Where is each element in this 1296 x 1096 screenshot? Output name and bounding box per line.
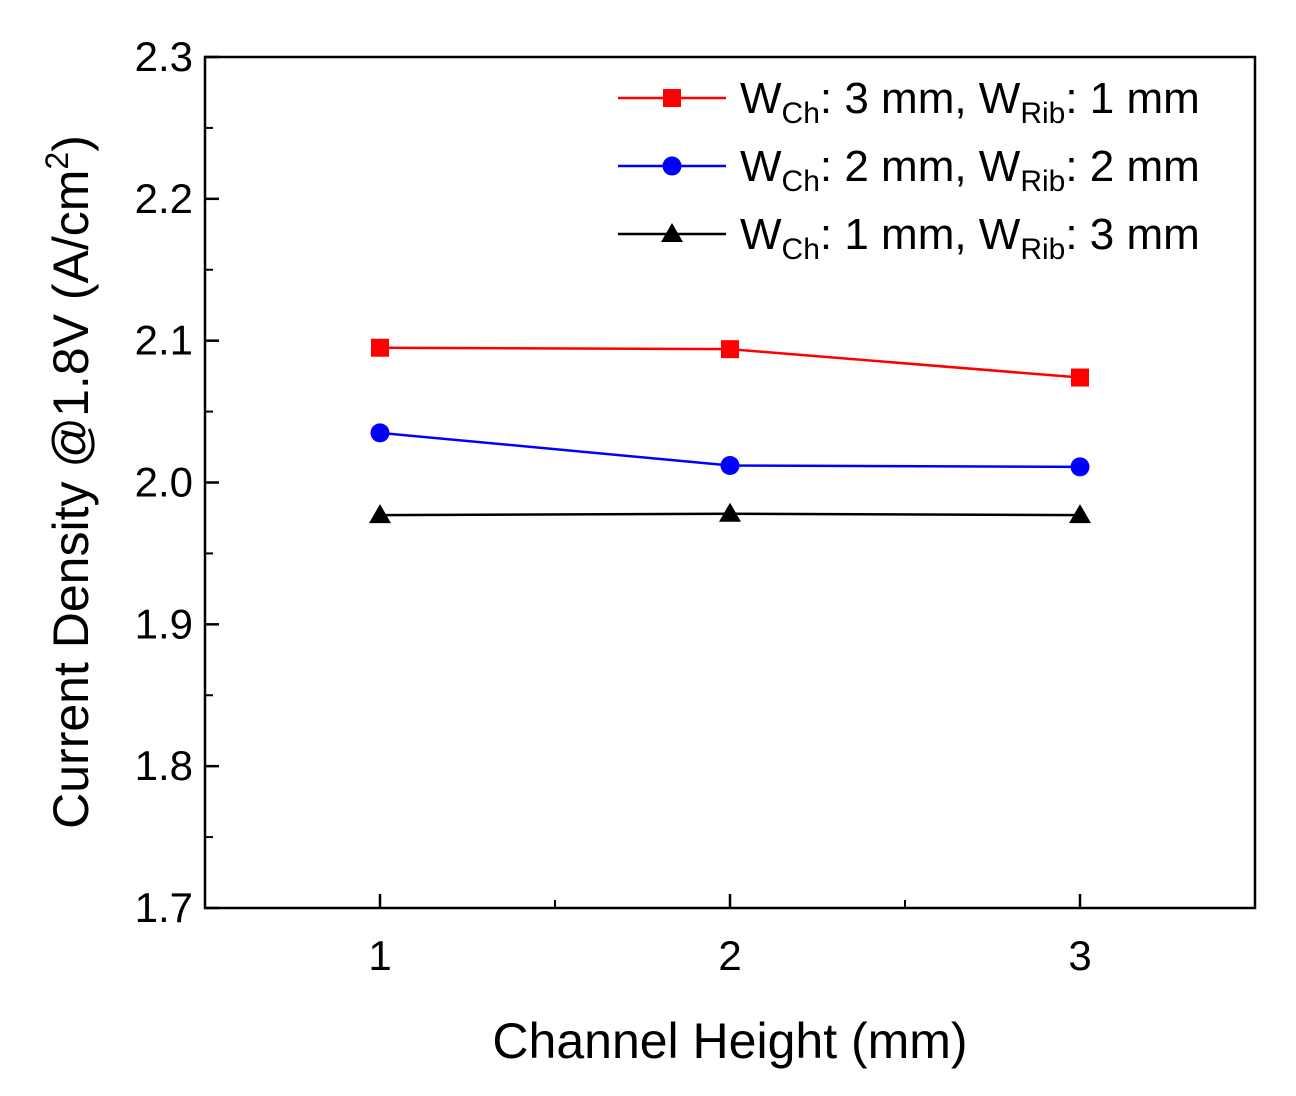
data-point bbox=[1070, 457, 1090, 477]
legend-item-3: WCh: 1 mm, WRib: 3 mm bbox=[618, 210, 1200, 266]
series-3 bbox=[369, 502, 1091, 524]
y-tick-label: 2.3 bbox=[135, 33, 193, 80]
legend-label: WCh: 3 mm, WRib: 1 mm bbox=[740, 74, 1200, 130]
legend-label-part: : 2 mm bbox=[1065, 142, 1199, 191]
legend-label-part: W bbox=[740, 210, 782, 259]
legend-label: WCh: 2 mm, WRib: 2 mm bbox=[740, 142, 1200, 198]
data-point bbox=[1071, 368, 1089, 387]
legend-label-part: Rib bbox=[1020, 233, 1065, 266]
x-axis-title: Channel Height (mm) bbox=[492, 1013, 967, 1069]
data-point bbox=[721, 340, 739, 359]
legend-label-part: : 1 mm, W bbox=[820, 210, 1021, 259]
series-layer bbox=[369, 338, 1091, 524]
y-axis-title-sup: 2 bbox=[39, 152, 75, 170]
x-tick-label: 2 bbox=[718, 932, 741, 979]
legend-label-part: Ch bbox=[782, 97, 820, 130]
legend-label-part: : 3 mm bbox=[1065, 210, 1199, 259]
ticks-layer: 1.7 1.8 1.9 2.0 2.1 2.2 2.3 1 2 3 bbox=[135, 33, 1256, 979]
legend-label-part: Ch bbox=[782, 165, 820, 198]
legend-item-2: WCh: 2 mm, WRib: 2 mm bbox=[618, 142, 1200, 198]
y-axis-title: Current Density @1.8V (A/cm2) bbox=[39, 135, 99, 829]
y-tick-label: 1.8 bbox=[135, 742, 193, 789]
legend-label-part: : 1 mm bbox=[1065, 74, 1199, 123]
data-point bbox=[370, 423, 390, 443]
series-1 bbox=[371, 338, 1089, 387]
y-axis-title-main: Current Density @1.8V (A/cm bbox=[43, 170, 99, 829]
series-2 bbox=[370, 423, 1090, 477]
legend-label-part: : 2 mm, W bbox=[820, 142, 1021, 191]
y-tick-label: 1.7 bbox=[135, 884, 193, 931]
y-tick-label: 2.0 bbox=[135, 459, 193, 506]
y-tick-label: 2.2 bbox=[135, 175, 193, 222]
x-tick-label: 1 bbox=[368, 932, 391, 979]
x-tick-label: 3 bbox=[1068, 932, 1091, 979]
data-point bbox=[719, 502, 741, 522]
legend-label: WCh: 1 mm, WRib: 3 mm bbox=[740, 210, 1200, 266]
legend-marker bbox=[661, 223, 683, 242]
legend-marker bbox=[663, 89, 681, 107]
y-tick-label: 1.9 bbox=[135, 600, 193, 647]
legend-label-part: W bbox=[740, 74, 782, 123]
legend-label-part: : 3 mm, W bbox=[820, 74, 1021, 123]
data-point bbox=[369, 504, 391, 524]
data-point bbox=[1069, 504, 1091, 524]
y-tick-label: 2.1 bbox=[135, 317, 193, 364]
data-point bbox=[371, 338, 389, 357]
data-point bbox=[720, 455, 740, 475]
legend-item-1: WCh: 3 mm, WRib: 1 mm bbox=[618, 74, 1200, 130]
legend-label-part: Rib bbox=[1020, 97, 1065, 130]
legend-marker bbox=[662, 156, 682, 176]
y-axis-title-end: ) bbox=[43, 135, 99, 152]
legend-label-part: Rib bbox=[1020, 165, 1065, 198]
legend-label-part: W bbox=[740, 142, 782, 191]
legend-label-part: Ch bbox=[782, 233, 820, 266]
